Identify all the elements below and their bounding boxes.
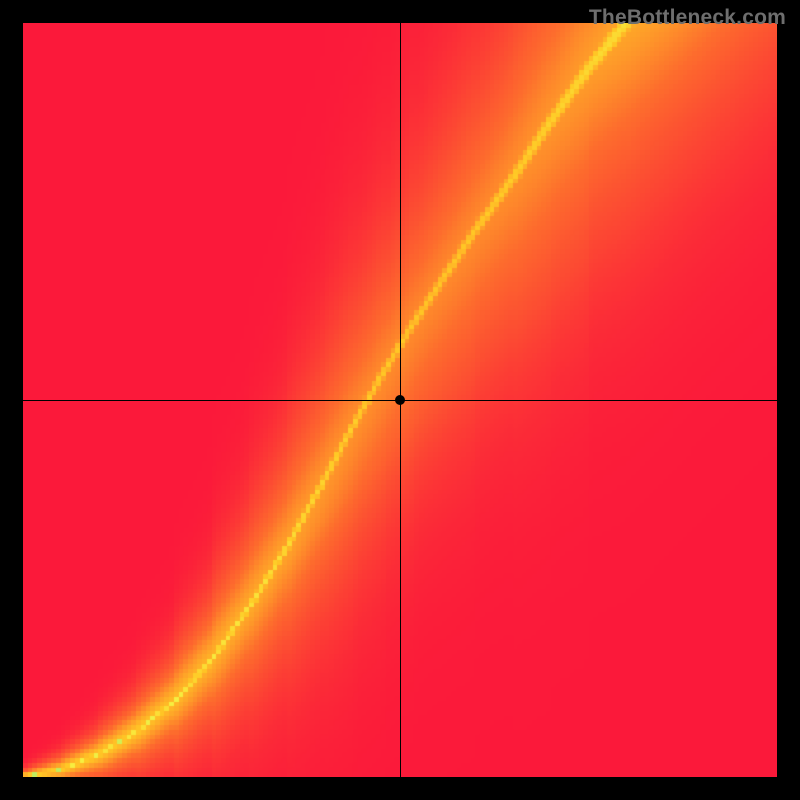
heatmap-canvas (23, 23, 777, 777)
watermark-text: TheBottleneck.com (589, 6, 786, 30)
plot-area (23, 23, 777, 777)
